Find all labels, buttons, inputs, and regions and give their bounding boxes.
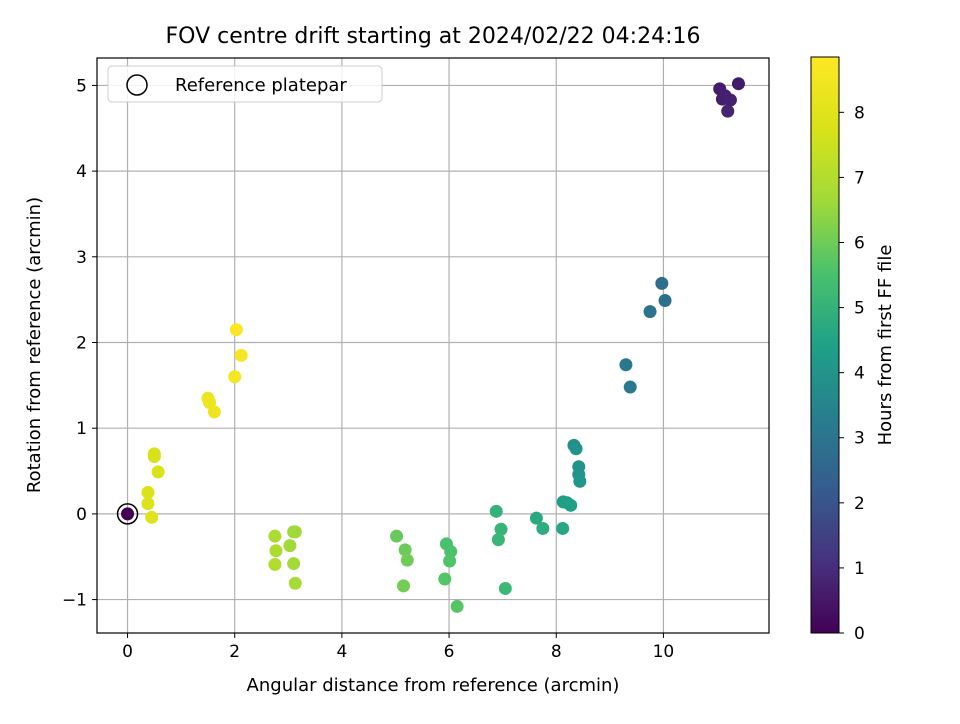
data-point <box>498 581 512 595</box>
colorbar-tick-label: 6 <box>854 233 865 253</box>
data-point <box>151 465 165 479</box>
data-point <box>400 553 414 567</box>
reference-marker-group <box>116 503 139 525</box>
x-tick-label: 6 <box>444 642 455 662</box>
reference-data-point <box>121 507 135 521</box>
y-tick-label: 2 <box>76 334 87 354</box>
data-point <box>397 579 411 593</box>
legend-box <box>107 65 383 103</box>
x-tick-label: 4 <box>336 642 347 662</box>
data-point <box>283 539 297 553</box>
data-point <box>207 405 221 419</box>
x-tick-label: 10 <box>653 642 675 662</box>
y-axis-label: Rotation from reference (arcmin) <box>24 197 45 493</box>
colorbar-tick-label: 7 <box>854 168 865 188</box>
colorbar-tick-label: 5 <box>854 299 865 319</box>
y-tick-label: 5 <box>76 76 87 96</box>
legend-entry-label: Reference platepar <box>175 75 347 96</box>
data-point <box>721 104 735 118</box>
data-point <box>269 544 283 558</box>
data-point <box>494 522 508 536</box>
data-point <box>287 557 301 571</box>
colorbar: 0 1 2 3 4 5 6 7 8 Hours from first FF file <box>810 56 896 644</box>
data-point <box>536 521 550 535</box>
y-tick-label: −1 <box>62 591 87 611</box>
data-point <box>141 485 155 499</box>
data-point <box>234 348 248 362</box>
y-tick-label: 0 <box>76 505 87 525</box>
data-point <box>268 557 282 571</box>
colorbar-gradient <box>810 56 840 634</box>
chart-title: FOV centre drift starting at 2024/02/22 … <box>166 24 701 49</box>
data-point <box>444 545 458 559</box>
data-point <box>731 77 745 91</box>
colorbar-tick-label: 0 <box>854 624 865 644</box>
colorbar-ticks: 0 1 2 3 4 5 6 7 8 <box>839 103 865 644</box>
legend: Reference platepar <box>107 65 383 103</box>
data-point <box>556 521 570 535</box>
y-tick-label: 1 <box>76 419 87 439</box>
x-tick-label: 2 <box>229 642 240 662</box>
colorbar-tick-label: 1 <box>854 559 865 579</box>
data-point <box>491 533 505 547</box>
colorbar-label: Hours from first FF file <box>875 245 896 446</box>
data-point <box>489 504 503 518</box>
data-point <box>619 358 633 372</box>
data-point <box>288 525 302 539</box>
data-point <box>390 529 404 543</box>
x-ticks: 0 2 4 6 8 10 <box>122 633 674 662</box>
x-tick-label: 0 <box>122 642 133 662</box>
colorbar-tick-label: 2 <box>854 494 865 514</box>
data-point <box>655 276 669 290</box>
data-point <box>623 380 637 394</box>
data-point <box>529 511 543 525</box>
legend-reference-marker-icon <box>126 74 148 96</box>
data-point <box>573 474 587 488</box>
data-point <box>229 323 243 337</box>
colorbar-tick-label: 3 <box>854 429 865 449</box>
x-tick-label: 8 <box>551 642 562 662</box>
data-point <box>723 93 737 107</box>
data-point <box>443 554 457 568</box>
data-point <box>450 599 464 613</box>
data-point <box>268 529 282 543</box>
data-point <box>228 370 242 384</box>
data-point <box>288 576 302 590</box>
y-ticks: −1 0 1 2 3 4 5 <box>62 76 97 611</box>
colorbar-tick-label: 8 <box>854 103 865 123</box>
colorbar-tick-label: 4 <box>854 364 865 384</box>
x-axis-label: Angular distance from reference (arcmin) <box>247 675 620 696</box>
data-point <box>643 305 657 319</box>
data-point <box>141 497 155 511</box>
data-point <box>564 498 578 512</box>
data-points <box>141 77 745 613</box>
plot-frame <box>96 57 770 634</box>
data-point <box>398 543 412 557</box>
data-point <box>658 294 672 308</box>
reference-marker-ring <box>116 503 139 525</box>
data-point <box>145 510 159 524</box>
y-tick-label: 4 <box>76 162 87 182</box>
grid-lines <box>97 58 769 633</box>
data-point <box>438 572 452 586</box>
data-point <box>147 449 161 463</box>
y-tick-label: 3 <box>76 248 87 268</box>
data-point <box>569 442 583 456</box>
